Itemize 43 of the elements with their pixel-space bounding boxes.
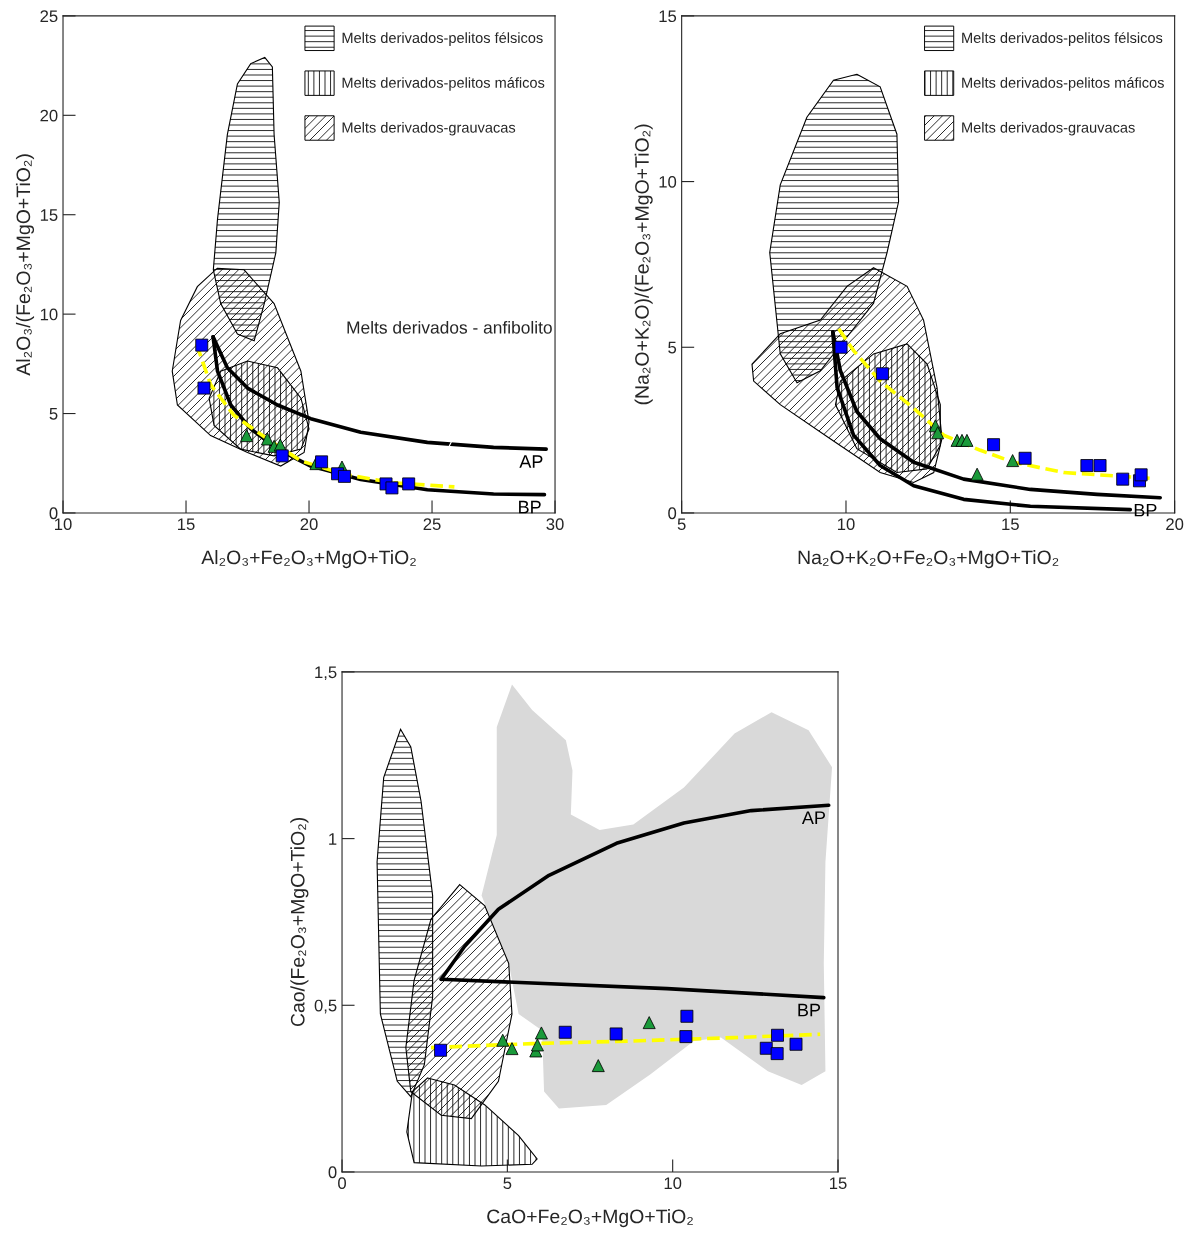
y-tick-label: 5 xyxy=(49,408,58,420)
series-label: BP xyxy=(798,1003,821,1017)
y-tick-label: 25 xyxy=(40,10,58,23)
y-tick-label: 0,5 xyxy=(314,999,337,1014)
x-tick-label: 10 xyxy=(837,518,855,531)
x-tick-label: 20 xyxy=(300,518,318,531)
x-tick-label: 25 xyxy=(423,518,441,531)
y-tick-label: 15 xyxy=(659,10,677,23)
legend-label: Melts derivados-grauvacas xyxy=(962,122,1135,136)
y-tick-label: 0 xyxy=(49,507,58,520)
y-axis-title: Al₂O₃/(Fe₂O₃+MgO+TiO₂) xyxy=(15,154,35,376)
y-tick-label: 0 xyxy=(668,507,677,520)
x-tick-label: 15 xyxy=(178,518,195,531)
x-tick-label: 20 xyxy=(1166,518,1184,531)
x-tick-label: 15 xyxy=(830,1177,847,1190)
legend-label: Melts derivados-grauvacas xyxy=(342,122,516,136)
y-tick-label: 1,5 xyxy=(315,666,337,681)
y-tick-label: 1 xyxy=(329,833,337,845)
x-axis-title: Na₂O+K₂O+Fe₂O₃+MgO+TiO₂ xyxy=(798,550,1059,569)
x-tick-label: 30 xyxy=(546,518,564,531)
y-axis-title: Cao/(Fe₂O₃+MgO+TiO₂) xyxy=(290,817,309,1027)
x-tick-label: 15 xyxy=(1002,518,1019,531)
y-tick-label: 5 xyxy=(668,341,677,354)
series-label: AP xyxy=(801,811,826,824)
y-tick-label: 0 xyxy=(328,1166,337,1179)
y-tick-label: 20 xyxy=(40,109,58,122)
y-axis-title: (Na₂O+K₂O)/(Fe₂O₃+MgO+TiO₂) xyxy=(634,124,653,405)
y-tick-label: 15 xyxy=(40,209,58,221)
y-tick-label: 10 xyxy=(40,308,58,321)
legend-label: Melts derivados-pelitos félsicos xyxy=(962,32,1163,46)
x-tick-label: 5 xyxy=(503,1177,512,1190)
legend-label: Melts derivados-pelitos máficos xyxy=(342,76,545,91)
x-tick-label: 5 xyxy=(677,518,686,531)
annotation: Melts derivados - anfibolito xyxy=(347,320,552,334)
x-axis-title: Al₂O₃+Fe₂O₃+MgO+TiO₂ xyxy=(201,550,416,569)
x-tick-label: 0 xyxy=(338,1177,347,1190)
x-axis-title: CaO+Fe₂O₃+MgO+TiO₂ xyxy=(487,1209,693,1228)
legend-label: Melts derivados-pelitos máficos xyxy=(962,76,1164,91)
series-label: BP xyxy=(519,500,541,514)
y-tick-label: 10 xyxy=(659,175,677,188)
series-label: BP xyxy=(1134,503,1157,517)
series-label: AP xyxy=(519,455,543,468)
legend-label: Melts derivados-pelitos félsicos xyxy=(342,32,543,46)
